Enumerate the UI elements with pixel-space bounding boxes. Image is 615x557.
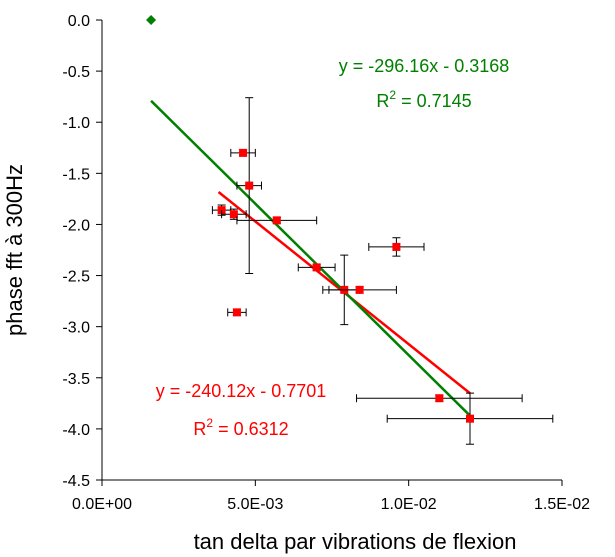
- y-tick-label: -1.5: [62, 166, 90, 183]
- x-tick-label: 0.0E+00: [72, 496, 132, 513]
- plot-area: 0.0 -0.5 -1.0 -1.5 -2.0 -2.5 -3.0 -3.5 -4.0 -4.5 0…: [62, 13, 590, 513]
- y-tick-label: -3.5: [62, 371, 90, 388]
- x-tick-label: 1.5E-02: [534, 496, 590, 513]
- y-tick-label: -0.5: [62, 64, 90, 81]
- x-tick-label: 1.0E-02: [381, 496, 437, 513]
- y-tick-label: -1.0: [62, 115, 90, 132]
- red-data-point: [239, 148, 248, 157]
- green-trendline: [150, 99, 471, 417]
- green-trend-equation: y = -296.16x - 0.3168: [339, 56, 510, 76]
- red-data-point: [229, 210, 238, 219]
- green-trend-r2: R2 = 0.7145: [376, 88, 471, 111]
- red-data-point: [312, 263, 321, 272]
- red-data-point: [217, 206, 226, 215]
- red-data-point: [245, 181, 254, 190]
- red-trend-r2: R2 = 0.6312: [193, 416, 288, 439]
- y-tick-label: -2.0: [62, 217, 90, 234]
- green-data-point: [146, 15, 157, 25]
- y-tick-label: -4.0: [62, 422, 90, 439]
- y-tick-label: -2.5: [62, 269, 90, 286]
- red-trend-equation: y = -240.12x - 0.7701: [156, 381, 327, 401]
- x-tick-label: 5.0E-03: [227, 496, 283, 513]
- y-tick-label: -3.0: [62, 320, 90, 337]
- y-axis-title: phase fft à 300Hz: [2, 164, 27, 336]
- red-data-point: [435, 394, 444, 403]
- x-axis-title: tan delta par vibrations de flexion: [194, 529, 517, 554]
- y-tick-label: 0.0: [68, 13, 90, 30]
- red-data-point: [392, 242, 401, 251]
- red-data-point: [232, 308, 241, 317]
- red-data-point: [466, 414, 474, 423]
- red-data-point: [272, 216, 281, 225]
- y-tick-label: -4.5: [62, 473, 90, 490]
- red-data-point: [355, 285, 364, 294]
